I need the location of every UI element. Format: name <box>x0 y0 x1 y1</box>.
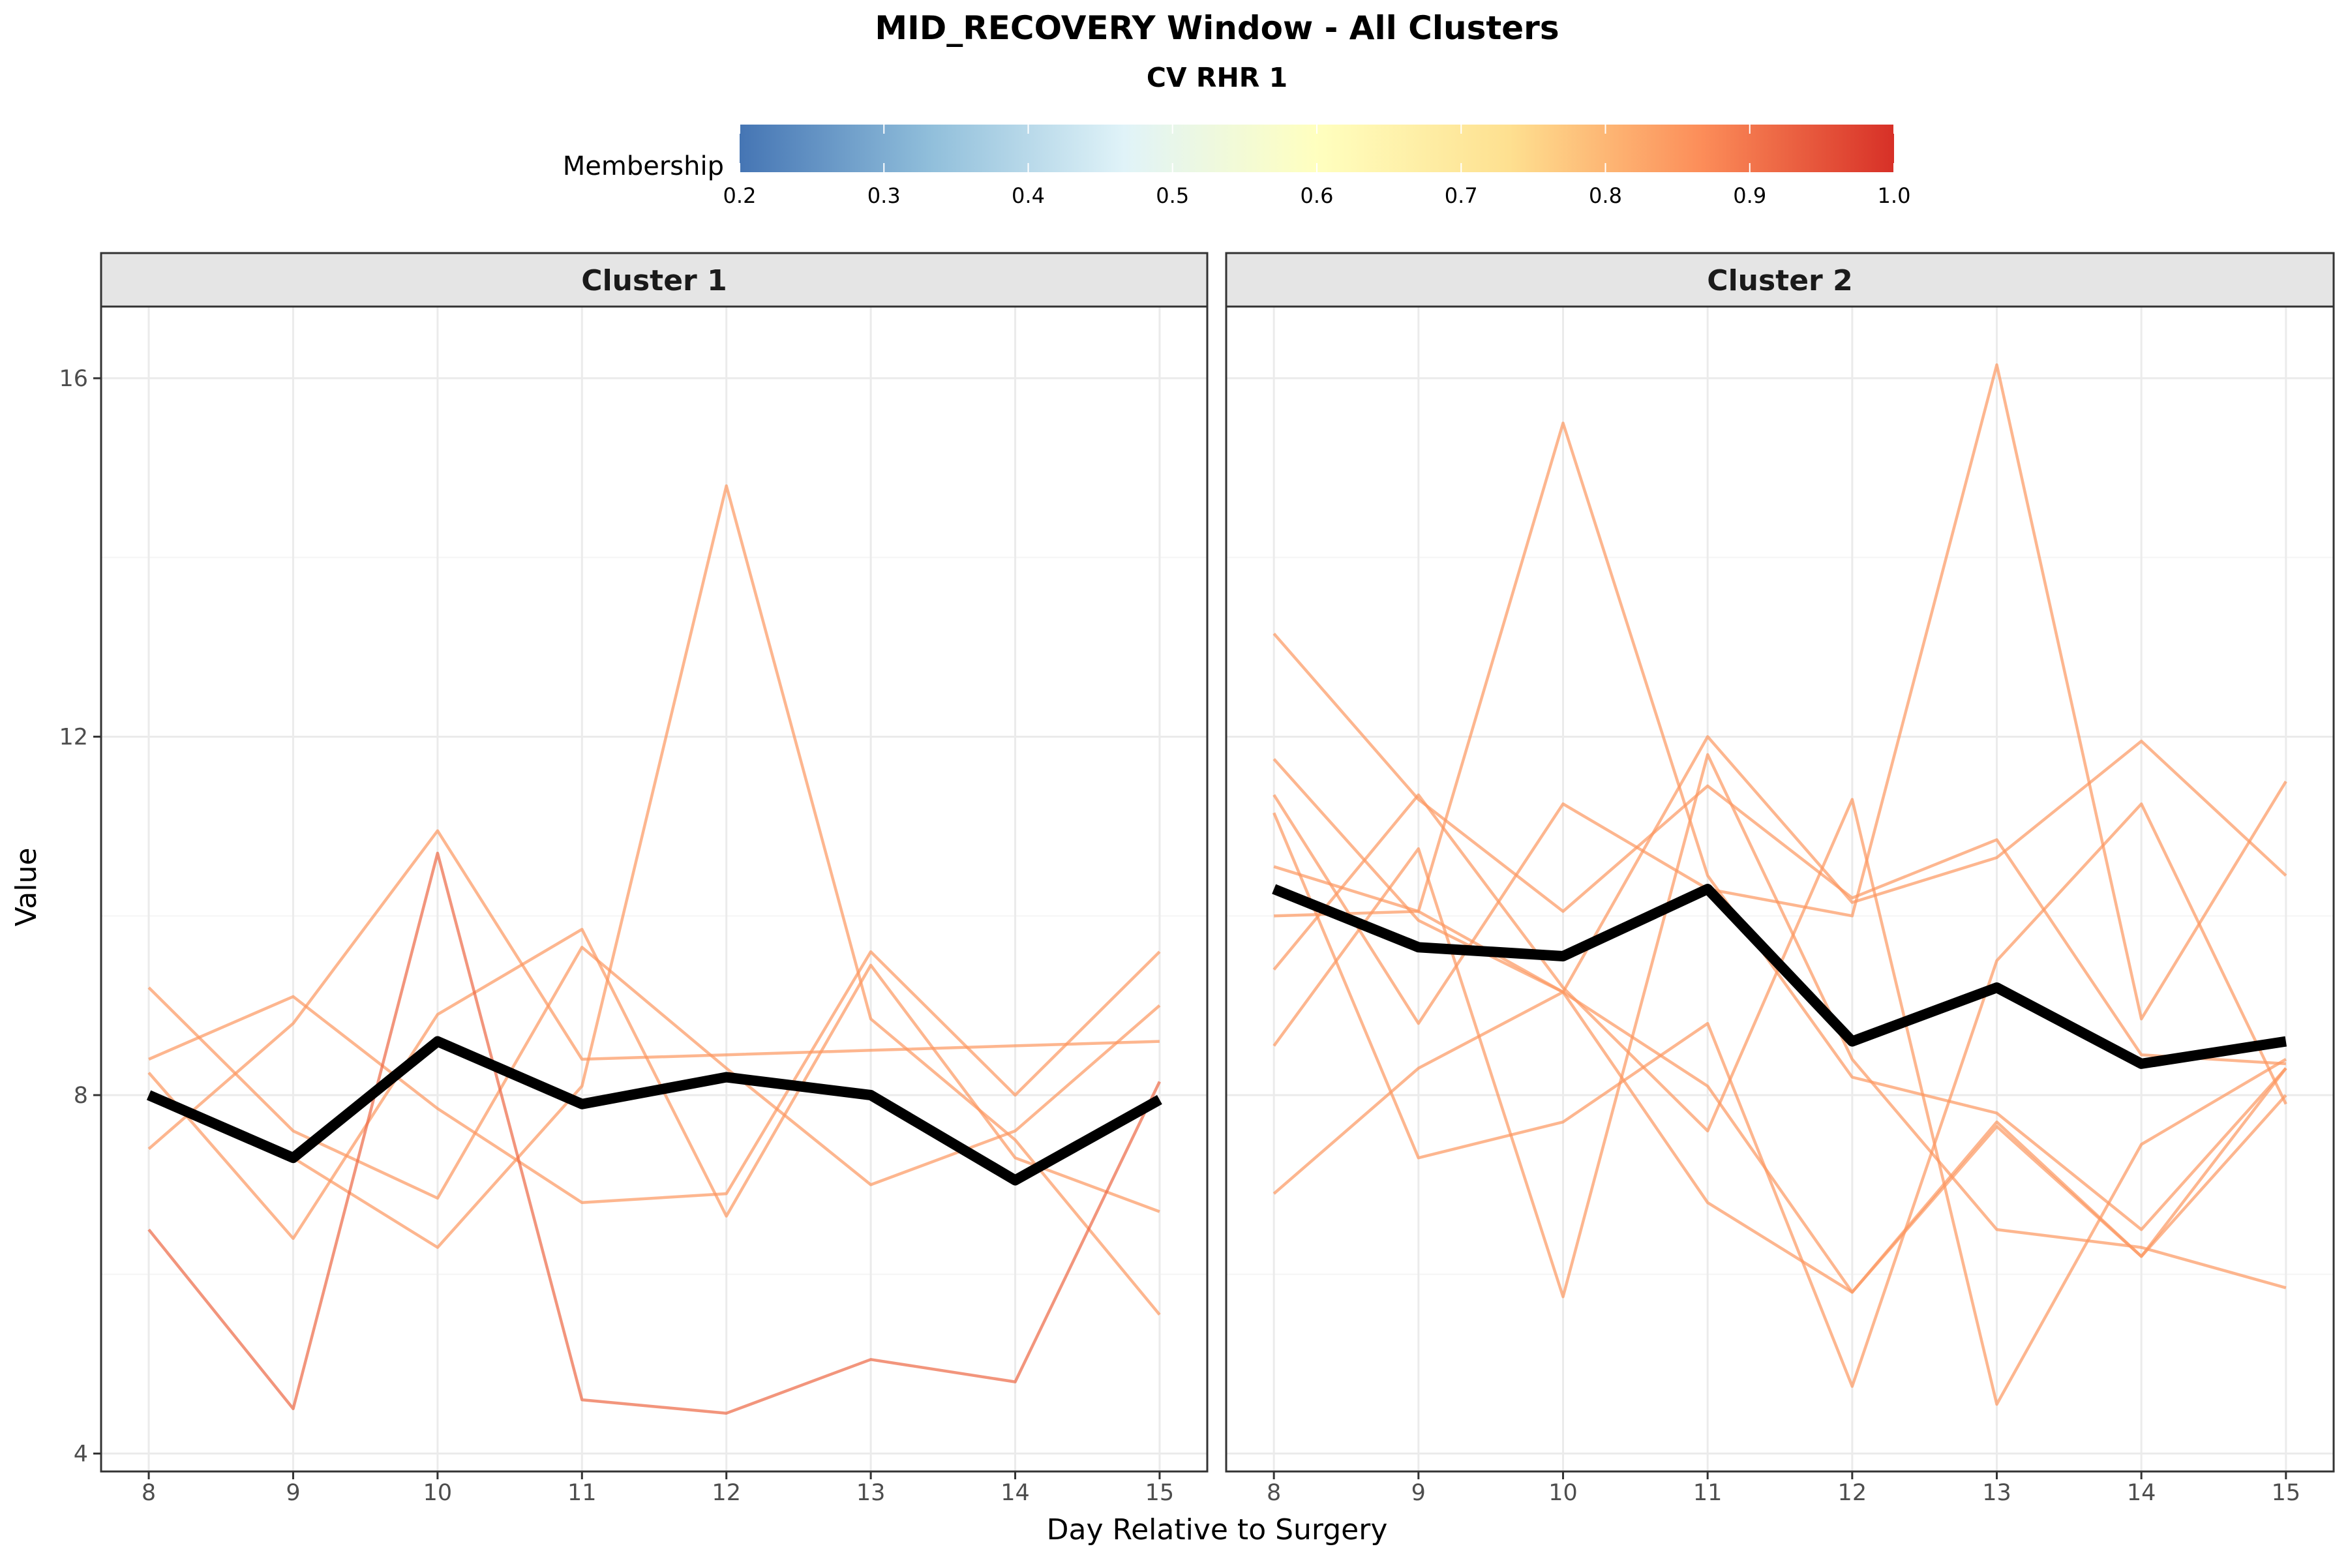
legend-title: Membership <box>563 151 724 181</box>
member-series-line <box>148 950 1161 1205</box>
legend-tick-label: 0.5 <box>1156 183 1189 208</box>
y-tick-label: 8 <box>74 1083 88 1109</box>
legend-tick-label: 0.9 <box>1733 183 1766 208</box>
x-tick-label: 8 <box>142 1480 156 1506</box>
x-tick-label: 10 <box>423 1480 453 1506</box>
member-series-line <box>148 484 1161 1316</box>
x-tick-label: 13 <box>1982 1480 2011 1506</box>
facet-panel: Cluster 2 8 9 10 11 12 13 14 15 <box>1225 252 2335 1506</box>
centroid-series-line <box>1272 884 2287 1069</box>
y-tick-label: 4 <box>74 1441 88 1468</box>
panel-background <box>1226 307 2334 1471</box>
member-series-line <box>1274 421 2287 1231</box>
facet-strip-label: Cluster 1 <box>581 264 727 297</box>
x-tick-label: 9 <box>286 1480 300 1506</box>
panel-border <box>1225 305 2335 1473</box>
centroid-series-line <box>146 1036 1162 1186</box>
member-series-line <box>147 927 1160 1241</box>
member-series-line <box>1272 633 2286 1066</box>
x-tick-label: 10 <box>1548 1480 1578 1506</box>
x-tick-label: 12 <box>712 1480 741 1506</box>
x-tick-label: 14 <box>2127 1480 2156 1506</box>
panel-background <box>101 307 1207 1471</box>
member-series-line <box>1272 802 2287 1388</box>
chart-title: MID_RECOVERY Window - All Clusters <box>875 9 1559 47</box>
chart-subtitle: CV RHR 1 <box>1147 62 1287 93</box>
membership-legend: Membership 0.2 0.3 0.4 0.5 0.6 0.7 0.8 0.9 1.0 <box>563 125 1911 208</box>
panel-border <box>100 305 1209 1473</box>
facet-panel: Cluster 1 8 9 10 11 12 13 14 15 4 8 12 16 <box>59 252 1209 1506</box>
facet-strip <box>100 252 1209 308</box>
legend-tick-label: 0.8 <box>1589 183 1622 208</box>
x-tick-label: 12 <box>1838 1480 1867 1506</box>
x-axis-title: Day Relative to Surgery <box>1047 1513 1388 1546</box>
member-series-line <box>1272 753 2287 1299</box>
legend-tick-label: 1.0 <box>1878 183 1911 208</box>
x-tick-label: 13 <box>856 1480 886 1506</box>
legend-tick-label: 0.2 <box>723 183 757 208</box>
x-tick-label: 14 <box>1001 1480 1030 1506</box>
x-tick-label: 11 <box>1693 1480 1723 1506</box>
x-tick-label: 11 <box>567 1480 597 1506</box>
x-tick-label: 8 <box>1267 1480 1281 1506</box>
legend-tick-label: 0.6 <box>1301 183 1334 208</box>
x-tick-label: 15 <box>2272 1480 2301 1506</box>
facet-strip-label: Cluster 2 <box>1707 264 1852 297</box>
legend-tick-label: 0.3 <box>867 183 901 208</box>
y-tick-label: 16 <box>59 366 88 392</box>
member-series-line <box>1272 990 2287 1294</box>
member-series-line <box>1272 363 2287 1025</box>
member-series-line <box>147 829 1160 1151</box>
member-series-line <box>1272 735 2287 994</box>
y-axis-title: Value <box>10 848 43 927</box>
facet-strip <box>1225 252 2335 308</box>
x-tick-label: 9 <box>1411 1480 1426 1506</box>
legend-tick-label: 0.7 <box>1445 183 1478 208</box>
y-tick-label: 12 <box>59 724 88 750</box>
legend-tick-label: 0.4 <box>1012 183 1045 208</box>
member-series-line <box>147 851 1161 1415</box>
x-tick-label: 15 <box>1145 1480 1175 1506</box>
